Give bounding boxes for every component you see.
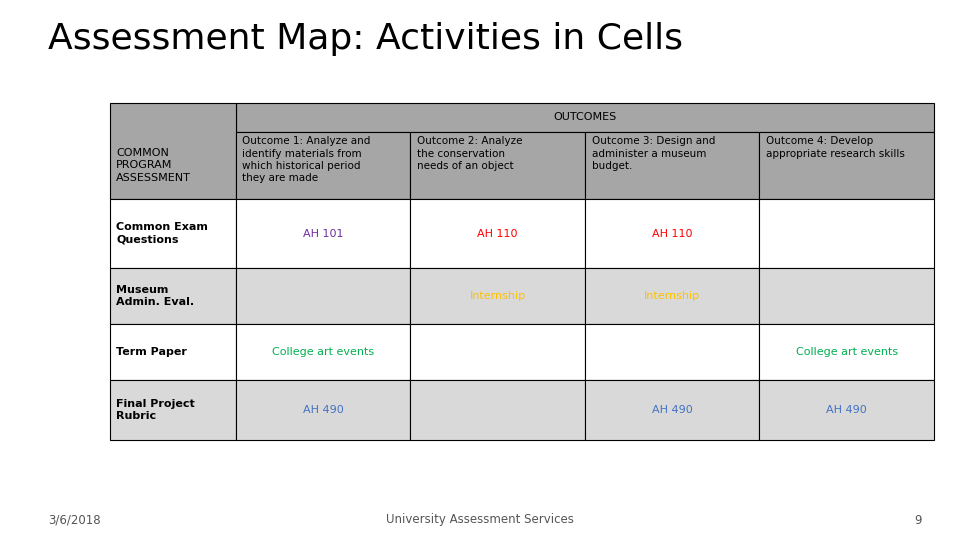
Text: COMMON
PROGRAM
ASSESSMENT: COMMON PROGRAM ASSESSMENT [116,148,191,183]
Bar [235,132,410,199]
Bar [410,380,585,441]
Bar [585,199,759,268]
Text: OUTCOMES: OUTCOMES [553,112,616,122]
Bar [235,324,410,380]
Bar [410,268,585,324]
Text: AH 101: AH 101 [302,228,343,239]
Bar [585,268,759,324]
Bar [759,132,934,199]
Bar [110,103,235,199]
Text: College art events: College art events [796,347,898,357]
Bar [110,199,235,268]
Bar [585,380,759,441]
Bar [110,324,235,380]
Text: Outcome 4: Develop
appropriate research skills: Outcome 4: Develop appropriate research … [766,136,905,159]
Text: AH 490: AH 490 [827,405,867,415]
Bar [410,132,585,199]
Text: Museum
Admin. Eval.: Museum Admin. Eval. [116,285,194,307]
Bar [110,380,235,441]
Text: AH 110: AH 110 [477,228,517,239]
Text: 9: 9 [914,514,922,526]
Text: 3/6/2018: 3/6/2018 [48,514,101,526]
Bar [585,324,759,380]
Text: Final Project
Rubric: Final Project Rubric [116,399,195,421]
Text: Common Exam
Questions: Common Exam Questions [116,222,208,245]
Text: AH 110: AH 110 [652,228,692,239]
Bar [235,103,934,132]
Text: Outcome 1: Analyze and
identify materials from
which historical period
they are : Outcome 1: Analyze and identify material… [242,136,371,184]
Text: Outcome 2: Analyze
the conservation
needs of an object: Outcome 2: Analyze the conservation need… [417,136,522,171]
Bar [235,380,410,441]
Text: Term Paper: Term Paper [116,347,187,357]
Text: College art events: College art events [272,347,374,357]
Text: Assessment Map: Activities in Cells: Assessment Map: Activities in Cells [48,22,683,56]
Text: AH 490: AH 490 [652,405,692,415]
Bar [759,199,934,268]
Bar [410,324,585,380]
Bar [759,268,934,324]
Bar [759,324,934,380]
Text: Outcome 3: Design and
administer a museum
budget.: Outcome 3: Design and administer a museu… [591,136,715,171]
Text: University Assessment Services: University Assessment Services [386,514,574,526]
Bar [585,132,759,199]
Bar [235,268,410,324]
Bar [759,380,934,441]
Bar [235,199,410,268]
Text: AH 490: AH 490 [302,405,344,415]
Text: Internship: Internship [469,291,525,301]
Bar [110,268,235,324]
Bar [410,199,585,268]
Text: Internship: Internship [644,291,700,301]
